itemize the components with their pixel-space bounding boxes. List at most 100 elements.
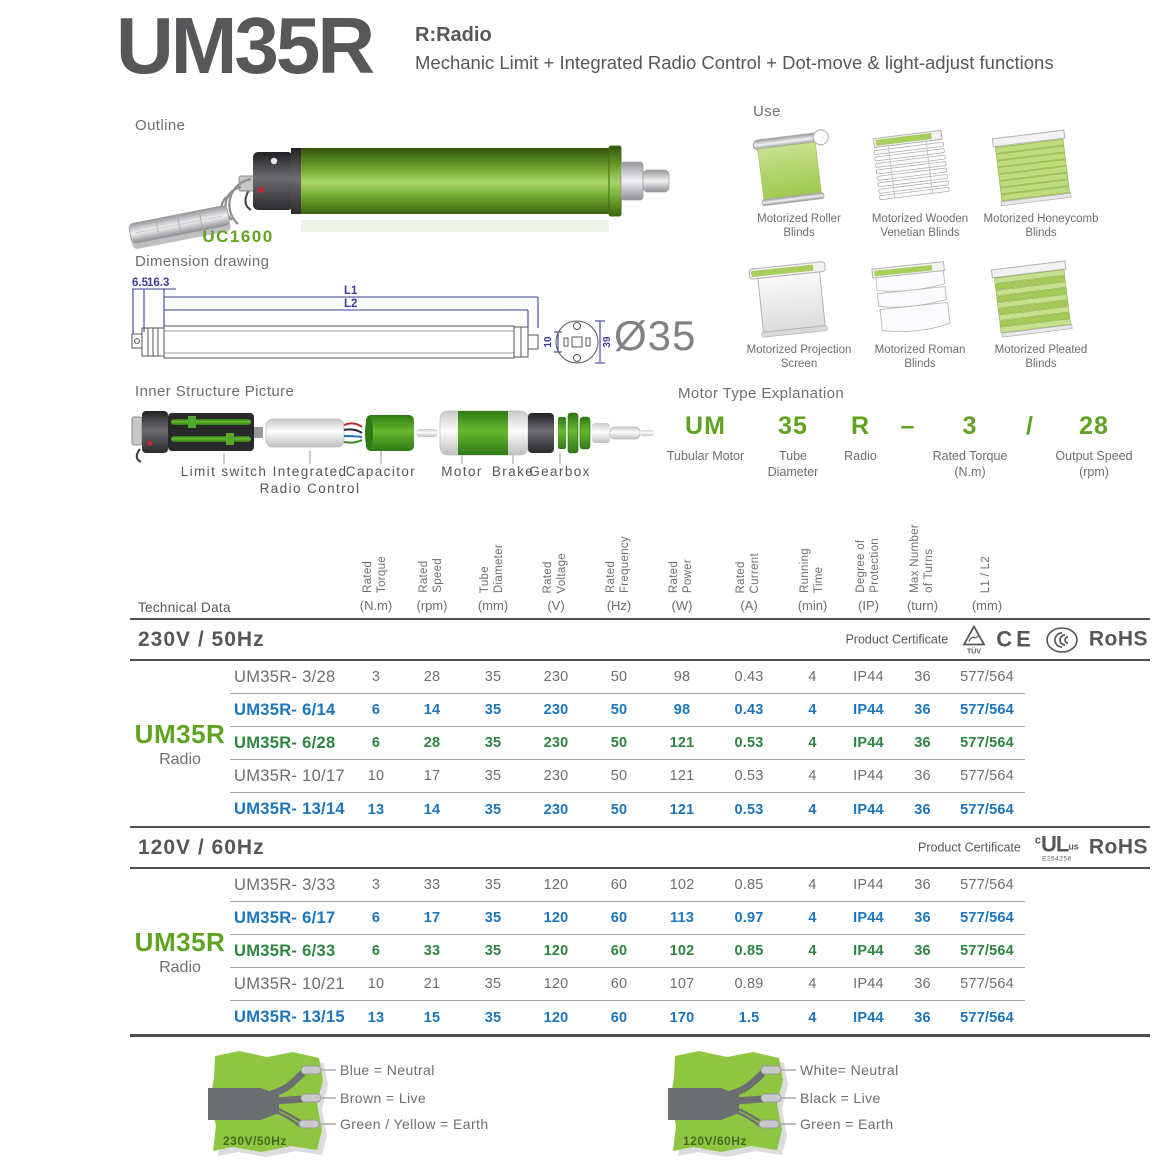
value-cell: 14 bbox=[423, 702, 441, 718]
value-cell: 36 bbox=[914, 877, 931, 893]
use-caption: Motorized Projection Screen bbox=[746, 343, 852, 371]
column-header: Rated Voltage bbox=[524, 505, 588, 593]
value-cell: 35 bbox=[484, 877, 502, 893]
use-caption: Motorized Roller Blinds bbox=[757, 213, 841, 240]
value-cell: IP44 bbox=[853, 735, 884, 751]
value-cell: 170 bbox=[669, 1009, 695, 1026]
value-cell: 120 bbox=[543, 910, 569, 926]
column-header-text: Running Time bbox=[798, 548, 825, 593]
value-cell: 36 bbox=[914, 801, 931, 818]
roman-blinds-icon bbox=[871, 260, 951, 332]
value-cell: 33 bbox=[423, 943, 441, 959]
value-cell: 35 bbox=[484, 1009, 502, 1026]
svg-text:L2: L2 bbox=[344, 298, 357, 310]
section-title: 230V / 50Hz bbox=[138, 627, 265, 651]
remote-control-image bbox=[128, 177, 252, 249]
column-header: Rated Power bbox=[650, 505, 714, 593]
use-caption: Motorized Wooden Venetian Blinds bbox=[871, 213, 969, 240]
column-unit: (Hz) bbox=[606, 597, 632, 613]
column-unit: (mm) bbox=[477, 597, 509, 613]
model-cell: UM35R- 13/15 bbox=[234, 1008, 345, 1026]
column-header: Max Number of Turns bbox=[896, 505, 949, 593]
column-unit: (mm) bbox=[971, 597, 1003, 613]
venetian-blinds-icon bbox=[872, 129, 950, 201]
value-cell: 102 bbox=[669, 877, 695, 893]
column-unit: (A) bbox=[740, 597, 758, 613]
use-label: Use bbox=[753, 103, 781, 120]
svg-text:10: 10 bbox=[543, 336, 554, 348]
value-cell: 4 bbox=[808, 768, 817, 784]
value-cell: 121 bbox=[669, 735, 695, 751]
value-cell: 1.5 bbox=[738, 1009, 760, 1026]
value-cell: 120 bbox=[543, 943, 569, 959]
roller-blinds-icon bbox=[752, 129, 829, 207]
motor-type-segment: 28 Output Speed (rpm) bbox=[1055, 412, 1133, 480]
type-code: R:Radio bbox=[415, 24, 492, 46]
wiring-cable-image bbox=[208, 1051, 336, 1157]
value-cell: 120 bbox=[543, 877, 569, 893]
wiring-diagram-120v: 120V/60Hz White= Neutral Black = Live Gr… bbox=[655, 1042, 985, 1170]
use-item-roman-blinds: Motorized Roman Blinds bbox=[861, 253, 979, 372]
column-unit: (N.m) bbox=[359, 597, 393, 613]
value-cell: 50 bbox=[610, 735, 628, 751]
value-cell: 14 bbox=[423, 801, 441, 818]
model-cell: UM35R- 10/17 bbox=[234, 766, 345, 785]
value-cell: 6 bbox=[371, 702, 381, 718]
value-cell: 35 bbox=[484, 768, 502, 784]
column-header-text: Rated Speed bbox=[418, 558, 444, 593]
svg-text:TÜV: TÜV bbox=[967, 646, 981, 655]
projection-screen-icon bbox=[748, 260, 828, 338]
product-certificate-label: Product Certificate bbox=[918, 840, 1021, 855]
value-cell: 35 bbox=[484, 801, 502, 818]
motor-type-segment: – bbox=[900, 412, 916, 440]
value-cell: 28 bbox=[423, 669, 441, 685]
value-cell: 4 bbox=[808, 877, 817, 893]
value-cell: 10 bbox=[367, 768, 385, 784]
value-cell: 33 bbox=[423, 877, 441, 893]
value-cell: 113 bbox=[670, 910, 694, 926]
honeycomb-blinds-icon bbox=[991, 129, 1072, 207]
technical-data-label: Technical Data bbox=[138, 600, 231, 615]
value-cell: 50 bbox=[610, 702, 628, 718]
model-cell: UM35R- 6/28 bbox=[234, 733, 336, 752]
value-cell: IP44 bbox=[853, 669, 884, 685]
value-cell: 121 bbox=[669, 801, 695, 818]
part-label-brake: Brake bbox=[491, 464, 535, 479]
table-row: UM35R- 6/17 6 17 35 120 60 113 0.97 4 IP44 36 577/5… bbox=[230, 902, 1025, 935]
value-cell: 15 bbox=[423, 1009, 441, 1026]
value-cell: 4 bbox=[808, 1009, 817, 1026]
value-cell: 3 bbox=[371, 669, 381, 685]
column-header-text: Max Number of Turns bbox=[908, 524, 935, 593]
value-cell: 120 bbox=[543, 976, 569, 992]
ccc-mark-icon bbox=[1045, 626, 1079, 653]
use-item-wooden-venetian-blinds: Motorized Wooden Venetian Blinds bbox=[861, 122, 979, 241]
ul-mark-icon: c UL us E254258 bbox=[1034, 830, 1079, 862]
value-cell: 17 bbox=[423, 768, 441, 784]
wire-label-live: Brown = Live bbox=[340, 1090, 427, 1106]
inner-structure-label: Inner Structure Picture bbox=[135, 383, 295, 400]
column-unit: (turn) bbox=[906, 597, 939, 613]
column-header: Rated Torque bbox=[350, 505, 402, 593]
value-cell: IP44 bbox=[853, 877, 884, 893]
motor-type-segment: 3 Rated Torque (N.m) bbox=[932, 412, 1008, 480]
technical-data-table: Rated Torque Rated Speed Tube Diameter Rate… bbox=[130, 505, 1150, 1037]
value-cell: 35 bbox=[484, 669, 502, 685]
value-cell: 4 bbox=[808, 702, 817, 718]
certificates-230v: Product Certificate TÜV CE bbox=[845, 624, 1148, 655]
value-cell: 121 bbox=[669, 768, 695, 784]
column-header-text: Rated Torque bbox=[362, 556, 388, 593]
value-cell: 98 bbox=[673, 669, 691, 685]
use-item-honeycomb-blinds: Motorized Honeycomb Blinds bbox=[982, 122, 1100, 241]
value-cell: 0.53 bbox=[734, 801, 764, 818]
table-row: UM35R- 3/28 3 28 35 230 50 98 0.43 4 IP44 36 577/56… bbox=[230, 661, 1025, 694]
value-cell: 35 bbox=[484, 976, 502, 992]
value-cell: 230 bbox=[543, 669, 569, 685]
value-cell: 120 bbox=[543, 1009, 569, 1026]
svg-text:39: 39 bbox=[602, 336, 613, 348]
value-cell: 13 bbox=[367, 801, 385, 818]
value-cell: 577/564 bbox=[960, 669, 1014, 685]
value-cell: 107 bbox=[669, 976, 695, 992]
value-cell: 36 bbox=[914, 735, 931, 751]
value-cell: 60 bbox=[610, 976, 628, 992]
value-cell: 0.97 bbox=[734, 910, 764, 926]
